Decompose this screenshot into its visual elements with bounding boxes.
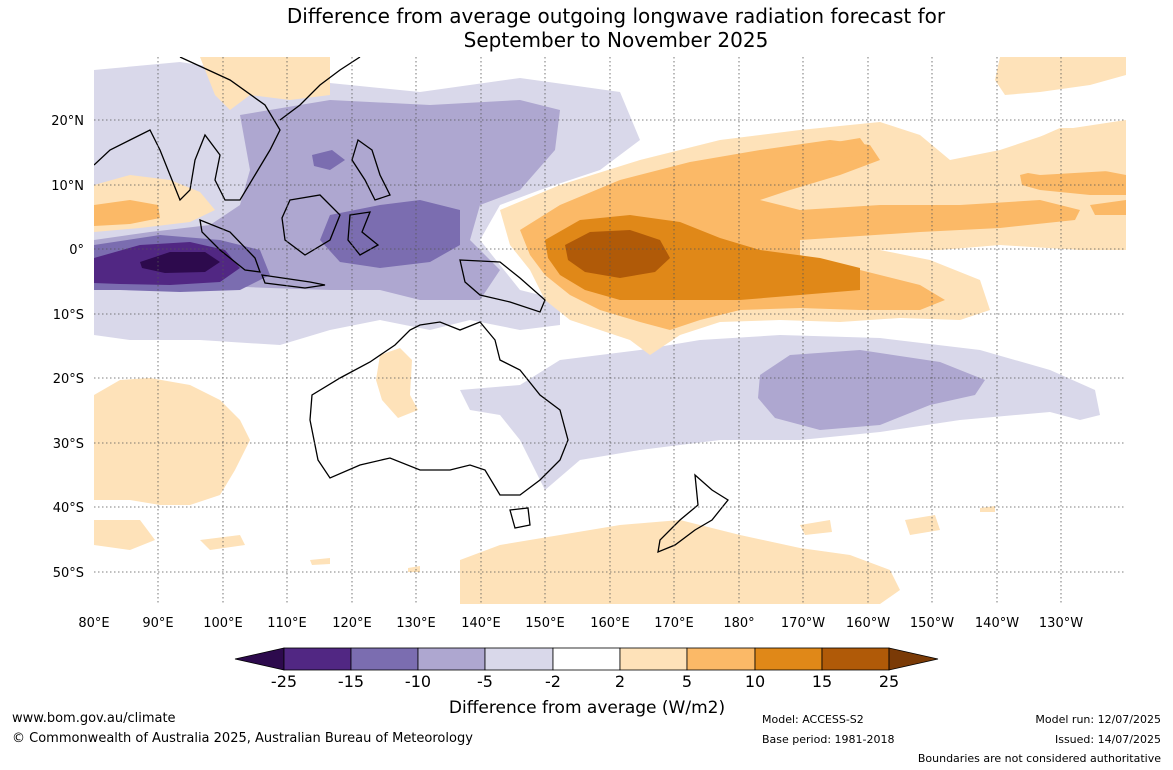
lon-tick-label: 160°W [846, 616, 890, 631]
boundaries-disclaimer: Boundaries are not considered authoritat… [917, 752, 1161, 765]
region-plus2-s7 [408, 566, 420, 572]
colorbar-swatch [686, 647, 756, 671]
colorbar-swatch [552, 647, 621, 671]
region-plus2-south [460, 520, 900, 604]
region-plus2-wa [376, 348, 418, 418]
region-plus2-ne2 [1010, 128, 1126, 175]
lon-tick-label: 120°E [332, 616, 372, 631]
colorbar-extend-low [234, 647, 285, 671]
region-plus5-north [828, 138, 870, 158]
new-guinea-coastline [459, 259, 546, 313]
colorbar-ticks: -25 -15 -10 -5 -2 2 5 10 15 25 [271, 672, 899, 691]
colorbar-tick-label: 2 [615, 672, 625, 691]
colorbar-tick-label: 5 [682, 672, 692, 691]
colorbar-tick-label: 25 [879, 672, 899, 691]
colorbar-swatch [484, 647, 554, 671]
lat-tick-label: 30°S [53, 437, 84, 452]
lon-tick-label: 110°E [267, 616, 307, 631]
region-plus2-sw-indian [94, 378, 250, 505]
gridlines [94, 57, 1126, 604]
region-minus10-a [320, 200, 460, 268]
borneo-coastline [281, 194, 341, 256]
colorbar-tick-label: -5 [477, 672, 493, 691]
lat-tick-label: 10°N [51, 179, 84, 194]
website-url: www.bom.gov.au/climate [12, 711, 176, 726]
lat-tick-label: 20°N [51, 114, 84, 129]
region-minus5-southpacific [758, 350, 985, 430]
copyright: © Commonwealth of Australia 2025, Austra… [12, 731, 473, 746]
region-plus2-china [200, 57, 330, 110]
map-title: Difference from average outgoing longwav… [286, 4, 946, 28]
sumatra-coastline [199, 218, 261, 273]
coastlines [94, 57, 729, 554]
lon-tick-label: 180° [723, 616, 754, 631]
colorbar-tick-label: -2 [545, 672, 561, 691]
tasmania-coastline [509, 507, 531, 529]
lon-tick-label: 150°W [910, 616, 954, 631]
lat-tick-label: 10°S [53, 308, 84, 323]
region-plus2-s6 [310, 558, 330, 565]
lon-tick-label: 140°W [975, 616, 1019, 631]
lon-tick-label: 140°E [461, 616, 501, 631]
colorbar-tick-label: -15 [338, 672, 364, 691]
colorbar-swatch [283, 647, 352, 671]
colorbar-tick-label: -10 [405, 672, 431, 691]
lon-tick-label: 90°E [142, 616, 173, 631]
region-plus2-s1 [94, 520, 155, 550]
lon-tick-label: 170°W [781, 616, 825, 631]
region-plus15 [565, 230, 670, 278]
issued-date: Issued: 14/07/2025 [1054, 733, 1161, 746]
lon-tick-label: 130°W [1039, 616, 1083, 631]
region-plus5-indian [94, 200, 160, 226]
latitude-labels: 20°N 10°N 0° 10°S 20°S 30°S 40°S 50°S [51, 114, 84, 581]
lon-tick-label: 160°E [590, 616, 630, 631]
colorbar-swatch [350, 647, 419, 671]
colorbar-tick-label: 10 [745, 672, 765, 691]
lon-tick-label: 170°E [654, 616, 694, 631]
sulawesi-coastline [347, 211, 380, 256]
base-period: Base period: 1981-2018 [762, 733, 895, 746]
china-coast [279, 57, 361, 121]
lat-tick-label: 20°S [53, 372, 84, 387]
lat-tick-label: 0° [69, 243, 84, 258]
region-plus2-s3 [800, 520, 832, 535]
model-run-date: Model run: 12/07/2025 [1035, 713, 1161, 726]
lat-tick-label: 40°S [53, 501, 84, 516]
colorbar-swatch [821, 647, 890, 671]
lon-tick-label: 80°E [78, 616, 109, 631]
region-minus10-c [312, 150, 345, 170]
anomaly-shading [94, 57, 1126, 604]
colorbar-extend-high [888, 647, 939, 671]
colorbar-swatch [417, 647, 486, 671]
map-subtitle: September to November 2025 [463, 28, 769, 52]
colorbar-tick-label: 15 [812, 672, 832, 691]
indochina-coastline [94, 57, 281, 202]
philippines-coastline [351, 138, 391, 201]
longitude-labels: 80°E 90°E 100°E 110°E 120°E 130°E 140°E … [78, 616, 1083, 631]
new-zealand-coastline [657, 473, 729, 554]
region-plus2-s5 [980, 506, 995, 512]
colorbar-swatch [619, 647, 688, 671]
region-plus2-s4 [905, 515, 940, 535]
lat-tick-label: 50°S [53, 566, 84, 581]
lon-tick-label: 100°E [203, 616, 243, 631]
colorbar-tick-label: -25 [271, 672, 297, 691]
colorbar-label: Difference from average (W/m2) [449, 698, 725, 718]
colorbar [234, 647, 939, 671]
java-coastline [261, 274, 326, 289]
region-plus2-ne [995, 57, 1126, 95]
lon-tick-label: 150°E [525, 616, 565, 631]
region-minus25 [140, 252, 220, 273]
lon-tick-label: 130°E [396, 616, 436, 631]
colorbar-swatch [754, 647, 823, 671]
model-name: Model: ACCESS-S2 [762, 713, 864, 726]
australia-coastline [309, 321, 569, 496]
region-plus5-east2 [1090, 200, 1126, 215]
region-plus2-s2 [200, 535, 245, 550]
